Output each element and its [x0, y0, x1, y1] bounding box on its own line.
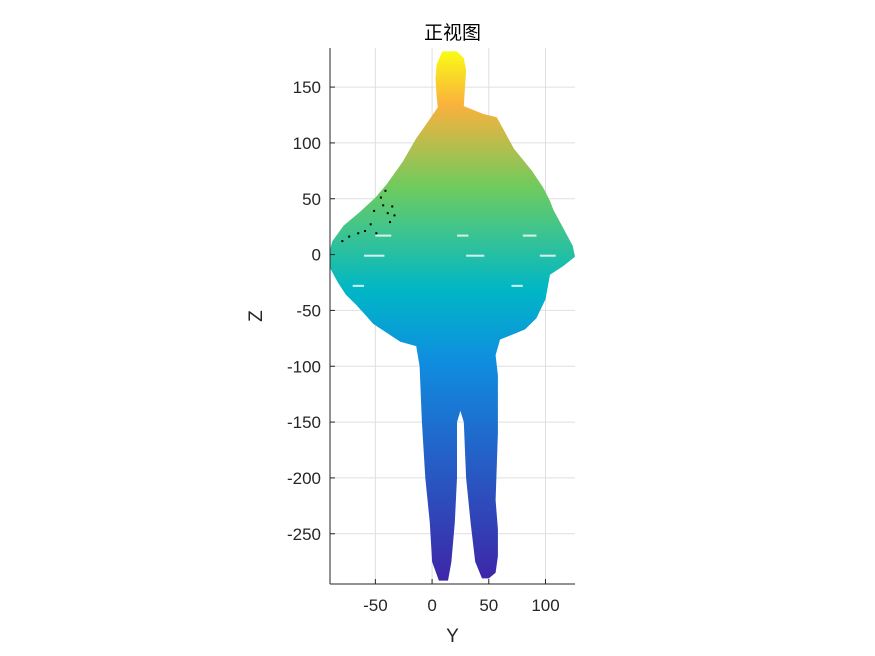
- scan-gap: [539, 254, 556, 257]
- stray-point: [364, 230, 367, 233]
- y-tick-label: 100: [293, 134, 321, 153]
- stray-point: [391, 205, 394, 208]
- y-tick-label: 50: [302, 190, 321, 209]
- stray-point: [393, 214, 396, 217]
- stray-point: [341, 240, 344, 243]
- point-cloud: [330, 51, 575, 581]
- scan-gap: [511, 284, 523, 287]
- x-tick-labels: -50 0 50 100: [363, 596, 560, 615]
- axes: [329, 48, 575, 585]
- scan-gap: [457, 234, 469, 237]
- stray-point: [379, 196, 382, 199]
- stray-point: [369, 223, 372, 226]
- point-cloud-silhouette: [330, 51, 575, 581]
- x-tick-label: -50: [363, 596, 388, 615]
- stray-point: [388, 221, 391, 224]
- y-tick-label: -250: [287, 525, 321, 544]
- stray-point: [384, 189, 387, 192]
- scan-gap: [466, 254, 485, 257]
- scan-gap: [352, 284, 365, 287]
- x-axis-label: Y: [446, 626, 459, 647]
- y-tick-labels: 150 100 50 0 -50 -100 -150 -200 -250: [287, 78, 321, 544]
- y-axis-label: Z: [246, 310, 267, 322]
- stray-point: [382, 204, 385, 207]
- x-tick-label: 50: [479, 596, 498, 615]
- x-tick-label: 100: [531, 596, 559, 615]
- y-tick-label: 0: [312, 246, 321, 265]
- chart-title: 正视图: [424, 22, 481, 44]
- y-tick-label: -200: [287, 469, 321, 488]
- scan-gap: [522, 234, 537, 237]
- stray-point: [357, 232, 360, 235]
- stray-point: [348, 235, 351, 238]
- y-tick-label: -100: [287, 357, 321, 376]
- y-tick-label: 150: [293, 78, 321, 97]
- scan-gap: [375, 234, 392, 237]
- stray-point: [375, 232, 378, 235]
- y-tick-label: -150: [287, 413, 321, 432]
- x-tick-label: 0: [427, 596, 436, 615]
- scan-gap: [364, 254, 385, 257]
- y-tick-label: -50: [296, 301, 321, 320]
- stray-point: [386, 212, 389, 215]
- stray-point: [373, 209, 376, 212]
